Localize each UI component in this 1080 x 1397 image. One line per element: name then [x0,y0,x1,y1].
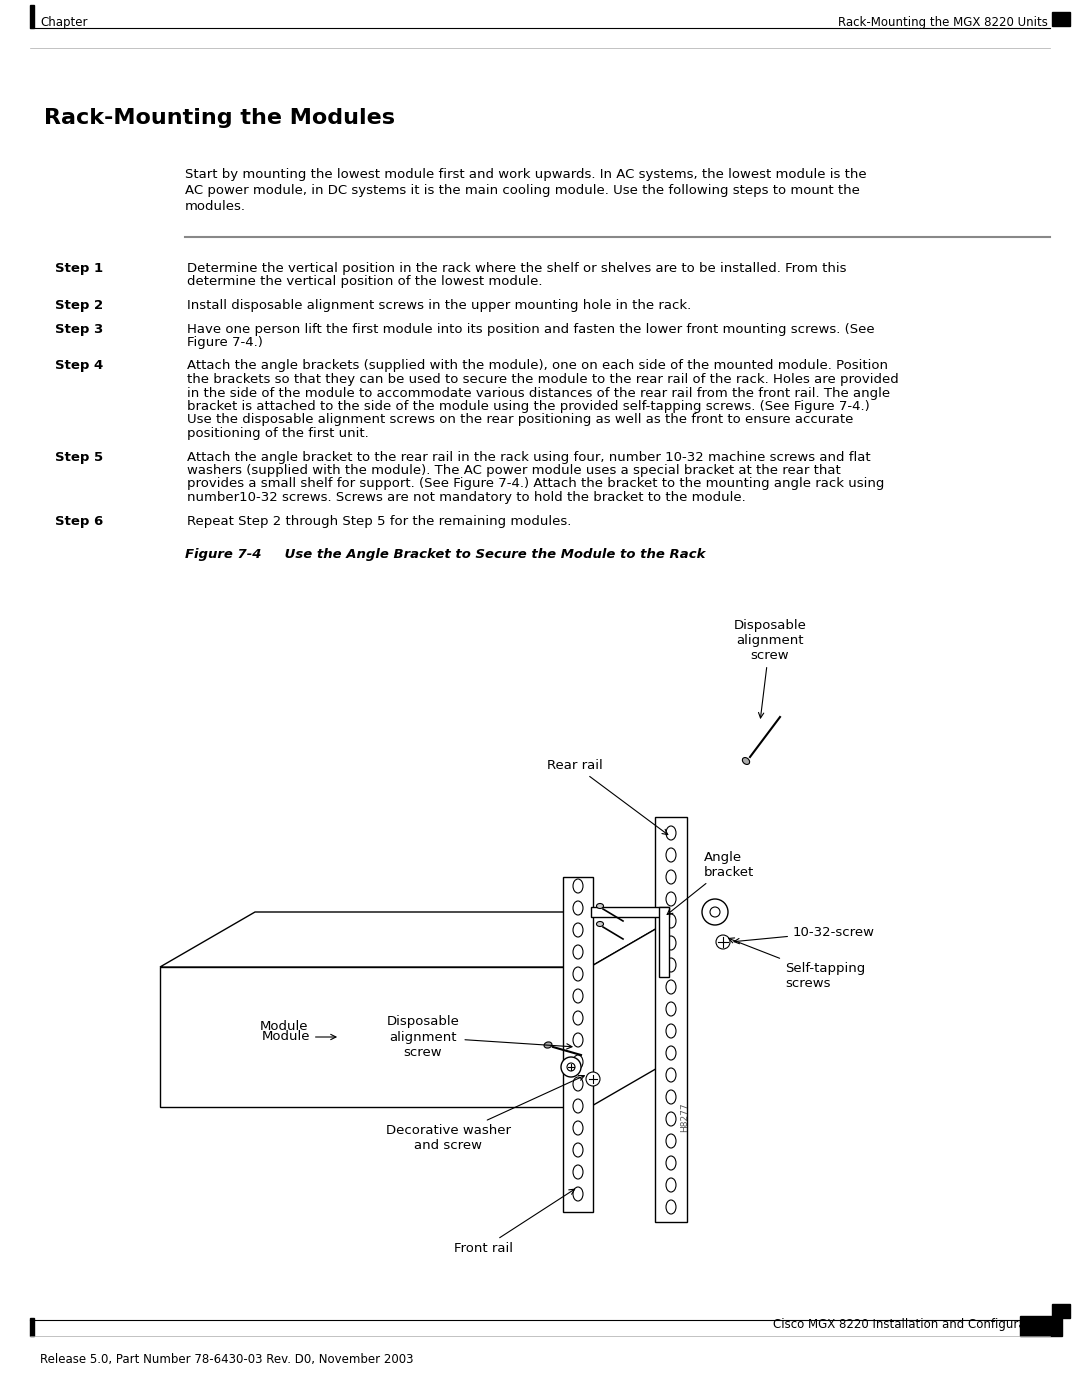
Text: Step 1: Step 1 [55,263,103,275]
Text: Rear rail: Rear rail [548,759,667,834]
Text: Rack-Mounting the Modules: Rack-Mounting the Modules [44,108,395,129]
Ellipse shape [666,914,676,928]
Text: Rack-Mounting the MGX 8220 Units: Rack-Mounting the MGX 8220 Units [838,15,1048,29]
Text: Chapter: Chapter [40,15,87,29]
Text: Start by mounting the lowest module first and work upwards. In AC systems, the l: Start by mounting the lowest module firs… [185,168,866,182]
Bar [1052,13,1070,27]
Text: determine the vertical position of the lowest module.: determine the vertical position of the l… [187,275,542,289]
Ellipse shape [573,1165,583,1179]
Text: Repeat Step 2 through Step 5 for the remaining modules.: Repeat Step 2 through Step 5 for the rem… [187,514,571,528]
Text: provides a small shelf for support. (See Figure 7-4.) Attach the bracket to the : provides a small shelf for support. (See… [187,478,885,490]
Ellipse shape [666,1112,676,1126]
Ellipse shape [573,1143,583,1157]
Text: Cisco MGX 8220 Installation and Configuration: Cisco MGX 8220 Installation and Configur… [772,1317,1048,1331]
Bar [1020,1316,1062,1336]
Text: Front rail: Front rail [454,1189,575,1255]
Ellipse shape [573,1099,583,1113]
Bar [563,877,593,1213]
Text: bracket is attached to the side of the module using the provided self-tapping sc: bracket is attached to the side of the m… [187,400,869,414]
Circle shape [702,900,728,925]
Bar [1052,1303,1070,1317]
Text: Step 5: Step 5 [55,450,103,464]
Text: the brackets so that they can be used to secure the module to the rear rail of t: the brackets so that they can be used to… [187,373,899,386]
Circle shape [586,1071,600,1085]
Polygon shape [590,912,685,1106]
Bar [654,817,687,1222]
Ellipse shape [666,981,676,995]
Ellipse shape [666,1178,676,1192]
Text: Install disposable alignment screws in the upper mounting hole in the rack.: Install disposable alignment screws in t… [187,299,691,312]
Text: AC power module, in DC systems it is the main cooling module. Use the following : AC power module, in DC systems it is the… [185,184,860,197]
Ellipse shape [573,923,583,937]
Bar [30,1317,33,1336]
Circle shape [710,907,720,916]
Ellipse shape [573,1077,583,1091]
Ellipse shape [573,1120,583,1134]
Text: Self-tapping
screws: Self-tapping screws [729,937,865,990]
Ellipse shape [666,1134,676,1148]
Ellipse shape [573,1032,583,1046]
Text: Angle
bracket: Angle bracket [667,851,754,915]
Circle shape [561,1058,581,1077]
Text: Step 4: Step 4 [55,359,104,373]
Text: modules.: modules. [185,200,246,212]
Text: 7-9: 7-9 [1028,1354,1056,1368]
Text: H8277: H8277 [680,1102,689,1132]
Ellipse shape [666,826,676,840]
Ellipse shape [573,944,583,958]
Text: Step 3: Step 3 [55,323,104,335]
Text: Attach the angle bracket to the rear rail in the rack using four, number 10-32 m: Attach the angle bracket to the rear rai… [187,450,870,464]
Ellipse shape [573,879,583,893]
Ellipse shape [666,893,676,907]
Text: Module: Module [260,1020,309,1034]
Ellipse shape [573,1055,583,1069]
Ellipse shape [544,1042,552,1048]
Text: number10-32 screws. Screws are not mandatory to hold the bracket to the module.: number10-32 screws. Screws are not manda… [187,490,746,504]
Text: Determine the vertical position in the rack where the shelf or shelves are to be: Determine the vertical position in the r… [187,263,847,275]
Ellipse shape [742,757,750,764]
Ellipse shape [666,936,676,950]
Ellipse shape [666,848,676,862]
Polygon shape [659,907,669,977]
Ellipse shape [596,922,604,926]
Ellipse shape [666,1024,676,1038]
Text: Disposable
alignment
screw: Disposable alignment screw [387,1016,572,1059]
Ellipse shape [666,1002,676,1016]
Ellipse shape [666,1155,676,1171]
Ellipse shape [573,1011,583,1025]
Ellipse shape [666,958,676,972]
Ellipse shape [666,1067,676,1083]
Text: 10-32-screw: 10-32-screw [734,925,875,944]
Text: washers (supplied with the module). The AC power module uses a special bracket a: washers (supplied with the module). The … [187,464,840,476]
Polygon shape [160,912,685,967]
Ellipse shape [666,1046,676,1060]
Text: Module: Module [261,1031,336,1044]
Circle shape [567,1063,575,1071]
Text: Decorative washer
and screw: Decorative washer and screw [386,1076,584,1153]
Text: positioning of the first unit.: positioning of the first unit. [187,427,368,440]
Text: Use the disposable alignment screws on the rear positioning as well as the front: Use the disposable alignment screws on t… [187,414,853,426]
Circle shape [716,935,730,949]
Bar [30,6,33,28]
Ellipse shape [666,1090,676,1104]
Polygon shape [591,907,669,916]
Ellipse shape [666,1200,676,1214]
Ellipse shape [573,901,583,915]
Text: Have one person lift the first module into its position and fasten the lower fro: Have one person lift the first module in… [187,323,875,335]
Text: Figure 7-4     Use the Angle Bracket to Secure the Module to the Rack: Figure 7-4 Use the Angle Bracket to Secu… [185,548,705,562]
Text: Step 2: Step 2 [55,299,103,312]
Polygon shape [160,967,590,1106]
Text: in the side of the module to accommodate various distances of the rear rail from: in the side of the module to accommodate… [187,387,890,400]
Ellipse shape [666,870,676,884]
Ellipse shape [596,904,604,908]
Ellipse shape [573,1187,583,1201]
Text: Release 5.0, Part Number 78-6430-03 Rev. D0, November 2003: Release 5.0, Part Number 78-6430-03 Rev.… [40,1354,414,1366]
Ellipse shape [573,967,583,981]
Text: Disposable
alignment
screw: Disposable alignment screw [733,619,807,718]
Text: Attach the angle brackets (supplied with the module), one on each side of the mo: Attach the angle brackets (supplied with… [187,359,888,373]
Text: Step 6: Step 6 [55,514,104,528]
Ellipse shape [573,989,583,1003]
Text: Figure 7-4.): Figure 7-4.) [187,337,262,349]
